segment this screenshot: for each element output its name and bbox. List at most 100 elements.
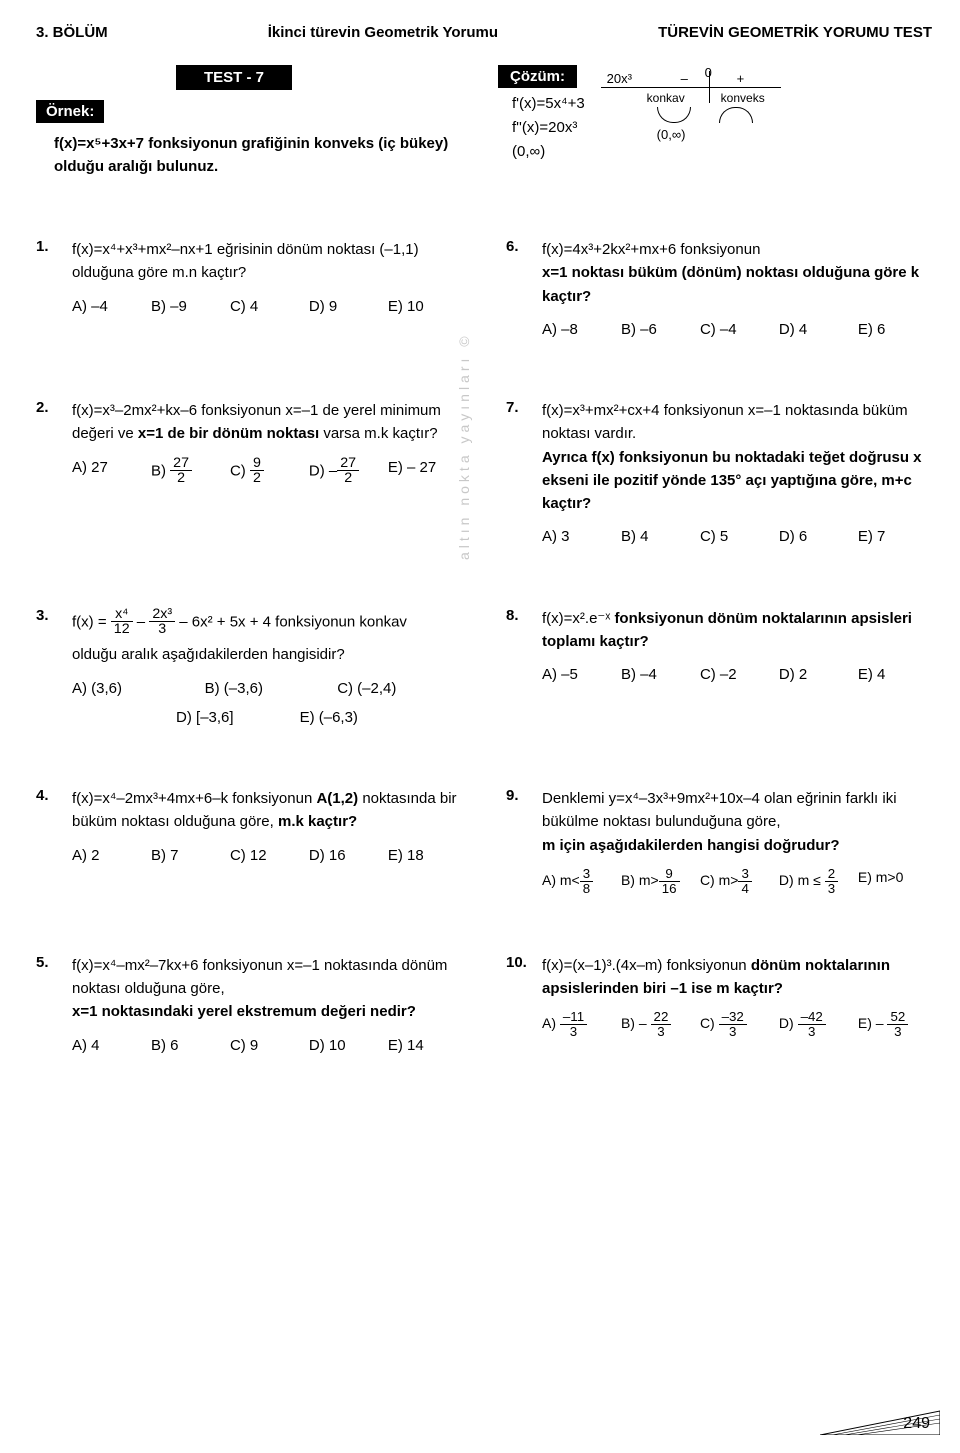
- option[interactable]: E) m>0: [858, 867, 932, 896]
- option[interactable]: D) 9: [309, 295, 383, 318]
- topic-title: İkinci türevin Geometrik Yorumu: [268, 24, 498, 41]
- example-text: f(x)=x⁵+3x+7 fonksiyonun grafiğinin konv…: [36, 129, 470, 188]
- options: A) 4 B) 6 C) 9 D) 10 E) 14: [72, 1034, 462, 1057]
- option[interactable]: D) 4: [779, 318, 853, 341]
- diagram-term: 20x³: [607, 71, 632, 86]
- option[interactable]: C) (–2,4): [337, 677, 462, 700]
- option[interactable]: C) 4: [230, 295, 304, 318]
- option[interactable]: C) 12: [230, 844, 304, 867]
- page-number: 249: [903, 1415, 930, 1433]
- option[interactable]: B) –4: [621, 663, 695, 686]
- example-label: Örnek:: [36, 100, 104, 123]
- option[interactable]: A) –5: [542, 663, 616, 686]
- option[interactable]: B) m>916: [621, 867, 695, 896]
- option[interactable]: D) 6: [779, 525, 853, 548]
- option[interactable]: B) 272: [151, 456, 225, 487]
- option[interactable]: C) 5: [700, 525, 774, 548]
- option[interactable]: B) 7: [151, 844, 225, 867]
- question-8: 8. f(x)=x².e⁻ˣ fonksiyonun dönüm noktala…: [506, 607, 932, 730]
- option[interactable]: D) 10: [309, 1034, 383, 1057]
- option[interactable]: A) 4: [72, 1034, 146, 1057]
- option[interactable]: B) –9: [151, 295, 225, 318]
- option[interactable]: D) [–3,6]: [176, 706, 234, 729]
- option[interactable]: C) 92: [230, 456, 304, 487]
- question-stem: f(x)=x³+mx²+cx+4 fonksiyonun x=–1 noktas…: [542, 399, 932, 515]
- question-number: 6.: [506, 238, 528, 341]
- solution-line: (0,∞): [512, 140, 585, 164]
- question-number: 9.: [506, 787, 528, 896]
- options: A) m<38 B) m>916 C) m>34 D) m ≤ 23 E) m>…: [542, 867, 932, 896]
- option[interactable]: D) –423: [779, 1010, 853, 1039]
- option[interactable]: D) 16: [309, 844, 383, 867]
- diagram-right-label: konveks: [721, 91, 765, 105]
- option[interactable]: E) 10: [388, 295, 462, 318]
- page-header: 3. BÖLÜM İkinci türevin Geometrik Yorumu…: [36, 24, 932, 41]
- solution-line: f'(x)=5x⁴+3: [512, 92, 585, 116]
- option[interactable]: A) 3: [542, 525, 616, 548]
- option[interactable]: E) – 27: [388, 456, 462, 487]
- question-number: 3.: [36, 607, 58, 730]
- option[interactable]: E) 18: [388, 844, 462, 867]
- question-4: 4. f(x)=x⁴–2mx³+4mx+6–k fonksiyonun A(1,…: [36, 787, 462, 896]
- question-5: 5. f(x)=x⁴–mx²–7kx+6 fonksiyonun x=–1 no…: [36, 954, 462, 1057]
- options: A) 2 B) 7 C) 12 D) 16 E) 18: [72, 844, 462, 867]
- question-3: 3. f(x) = x⁴12 – 2x³3 – 6x² + 5x + 4 fon…: [36, 607, 462, 730]
- question-2: 2. f(x)=x³–2mx²+kx–6 fonksiyonun x=–1 de…: [36, 399, 462, 549]
- question-number: 7.: [506, 399, 528, 549]
- question-stem: f(x)=(x–1)³.(4x–m) fonksiyonun dönüm nok…: [542, 954, 932, 1001]
- question-number: 5.: [36, 954, 58, 1057]
- question-10: 10. f(x)=(x–1)³.(4x–m) fonksiyonun dönüm…: [506, 954, 932, 1057]
- question-number: 8.: [506, 607, 528, 730]
- option[interactable]: A) (3,6): [72, 677, 197, 700]
- diagram-minus: –: [681, 71, 688, 86]
- question-7: 7. f(x)=x³+mx²+cx+4 fonksiyonun x=–1 nok…: [506, 399, 932, 549]
- option[interactable]: C) –323: [700, 1010, 774, 1039]
- question-stem: f(x)=x².e⁻ˣ fonksiyonun dönüm noktaların…: [542, 607, 932, 654]
- option[interactable]: C) 9: [230, 1034, 304, 1057]
- option[interactable]: E) – 523: [858, 1010, 932, 1039]
- option[interactable]: B) 4: [621, 525, 695, 548]
- option[interactable]: B) 6: [151, 1034, 225, 1057]
- question-stem: f(x)=x⁴–2mx³+4mx+6–k fonksiyonun A(1,2) …: [72, 787, 462, 834]
- option[interactable]: D) –272: [309, 456, 383, 487]
- option[interactable]: A) 2: [72, 844, 146, 867]
- option[interactable]: C) m>34: [700, 867, 774, 896]
- solution-label: Çözüm:: [498, 65, 577, 88]
- option[interactable]: C) –4: [700, 318, 774, 341]
- option[interactable]: A) m<38: [542, 867, 616, 896]
- option[interactable]: C) –2: [700, 663, 774, 686]
- option[interactable]: E) 6: [858, 318, 932, 341]
- solution-line: f''(x)=20x³: [512, 116, 585, 140]
- options: A) –5 B) –4 C) –2 D) 2 E) 4: [542, 663, 932, 686]
- option[interactable]: A) –113: [542, 1010, 616, 1039]
- question-number: 2.: [36, 399, 58, 549]
- option[interactable]: E) 7: [858, 525, 932, 548]
- solution-block: Çözüm: f'(x)=5x⁴+3 f''(x)=20x³ (0,∞) 0 2…: [498, 65, 932, 188]
- option[interactable]: B) (–3,6): [205, 677, 330, 700]
- options: A) 3 B) 4 C) 5 D) 6 E) 7: [542, 525, 932, 548]
- option[interactable]: E) 14: [388, 1034, 462, 1057]
- option[interactable]: D) m ≤ 23: [779, 867, 853, 896]
- option[interactable]: E) 4: [858, 663, 932, 686]
- option[interactable]: A) –8: [542, 318, 616, 341]
- diagram-result: (0,∞): [657, 127, 686, 142]
- option[interactable]: E) (–6,3): [300, 706, 358, 729]
- page-corner-icon: 249: [820, 1409, 940, 1435]
- option[interactable]: D) 2: [779, 663, 853, 686]
- question-9: 9. Denklemi y=x⁴–3x³+9mx²+10x–4 olan eğr…: [506, 787, 932, 896]
- options: A) (3,6) B) (–3,6) C) (–2,4): [72, 677, 462, 700]
- question-stem: f(x)=x⁴+x³+mx²–nx+1 eğrisinin dönüm nokt…: [72, 238, 462, 285]
- options: A) –8 B) –6 C) –4 D) 4 E) 6: [542, 318, 932, 341]
- question-stem: Denklemi y=x⁴–3x³+9mx²+10x–4 olan eğrini…: [542, 787, 932, 857]
- question-stem: f(x)=x³–2mx²+kx–6 fonksiyonun x=–1 de ye…: [72, 399, 462, 446]
- option[interactable]: B) –6: [621, 318, 695, 341]
- option[interactable]: A) 27: [72, 456, 146, 487]
- question-1: 1. f(x)=x⁴+x³+mx²–nx+1 eğrisinin dönüm n…: [36, 238, 462, 341]
- option[interactable]: A) –4: [72, 295, 146, 318]
- question-number: 4.: [36, 787, 58, 896]
- test-title: TÜREVİN GEOMETRİK YORUMU TEST: [658, 24, 932, 41]
- option[interactable]: B) – 223: [621, 1010, 695, 1039]
- test-number-label: TEST - 7: [176, 65, 292, 90]
- question-stem: f(x)=x⁴–mx²–7kx+6 fonksiyonun x=–1 nokta…: [72, 954, 462, 1024]
- diagram-plus: +: [737, 71, 745, 86]
